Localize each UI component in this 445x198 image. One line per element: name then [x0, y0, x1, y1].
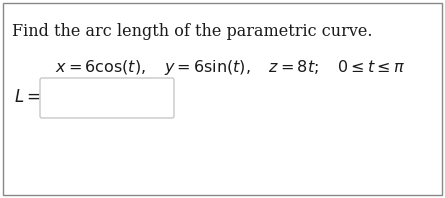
Text: Find the arc length of the parametric curve.: Find the arc length of the parametric cu… — [12, 23, 372, 40]
Text: $L = $: $L = $ — [14, 89, 40, 107]
Text: $x = 6\cos(t), \quad y = 6\sin(t), \quad z = 8t; \quad 0 \leq t \leq \pi$: $x = 6\cos(t), \quad y = 6\sin(t), \quad… — [55, 58, 405, 77]
FancyBboxPatch shape — [40, 78, 174, 118]
